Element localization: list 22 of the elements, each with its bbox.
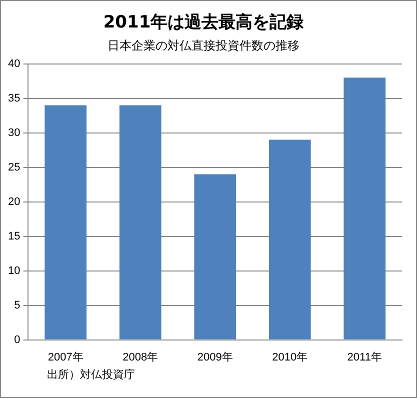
y-tick-label: 30 [8, 126, 20, 139]
bar [344, 78, 386, 340]
y-tick-label: 25 [8, 161, 20, 174]
y-tick-label: 20 [8, 196, 20, 208]
bar [119, 105, 162, 340]
y-tick-label: 0 [14, 334, 20, 346]
y-tick-label: 15 [8, 230, 20, 242]
y-tick-label: 10 [8, 264, 20, 277]
x-tick-label: 2007年 [48, 351, 84, 364]
x-tick-label: 2008年 [122, 351, 158, 364]
y-tick-label: 5 [14, 299, 20, 312]
y-tick-label: 40 [8, 58, 20, 70]
bar [194, 174, 236, 340]
x-tick-label: 2009年 [197, 351, 233, 364]
chart-title: 2011年は過去最高を記録 [103, 12, 304, 33]
bar [268, 140, 311, 340]
y-tick-label: 35 [8, 92, 20, 104]
chart-subtitle: 日本企業の対仏直接投資件数の推移 [108, 38, 300, 53]
bar [44, 105, 87, 340]
x-tick-label: 2011年 [347, 351, 382, 364]
text: 出所）対仏投資庁 [47, 368, 135, 382]
x-tick-label: 2010年 [272, 351, 308, 364]
